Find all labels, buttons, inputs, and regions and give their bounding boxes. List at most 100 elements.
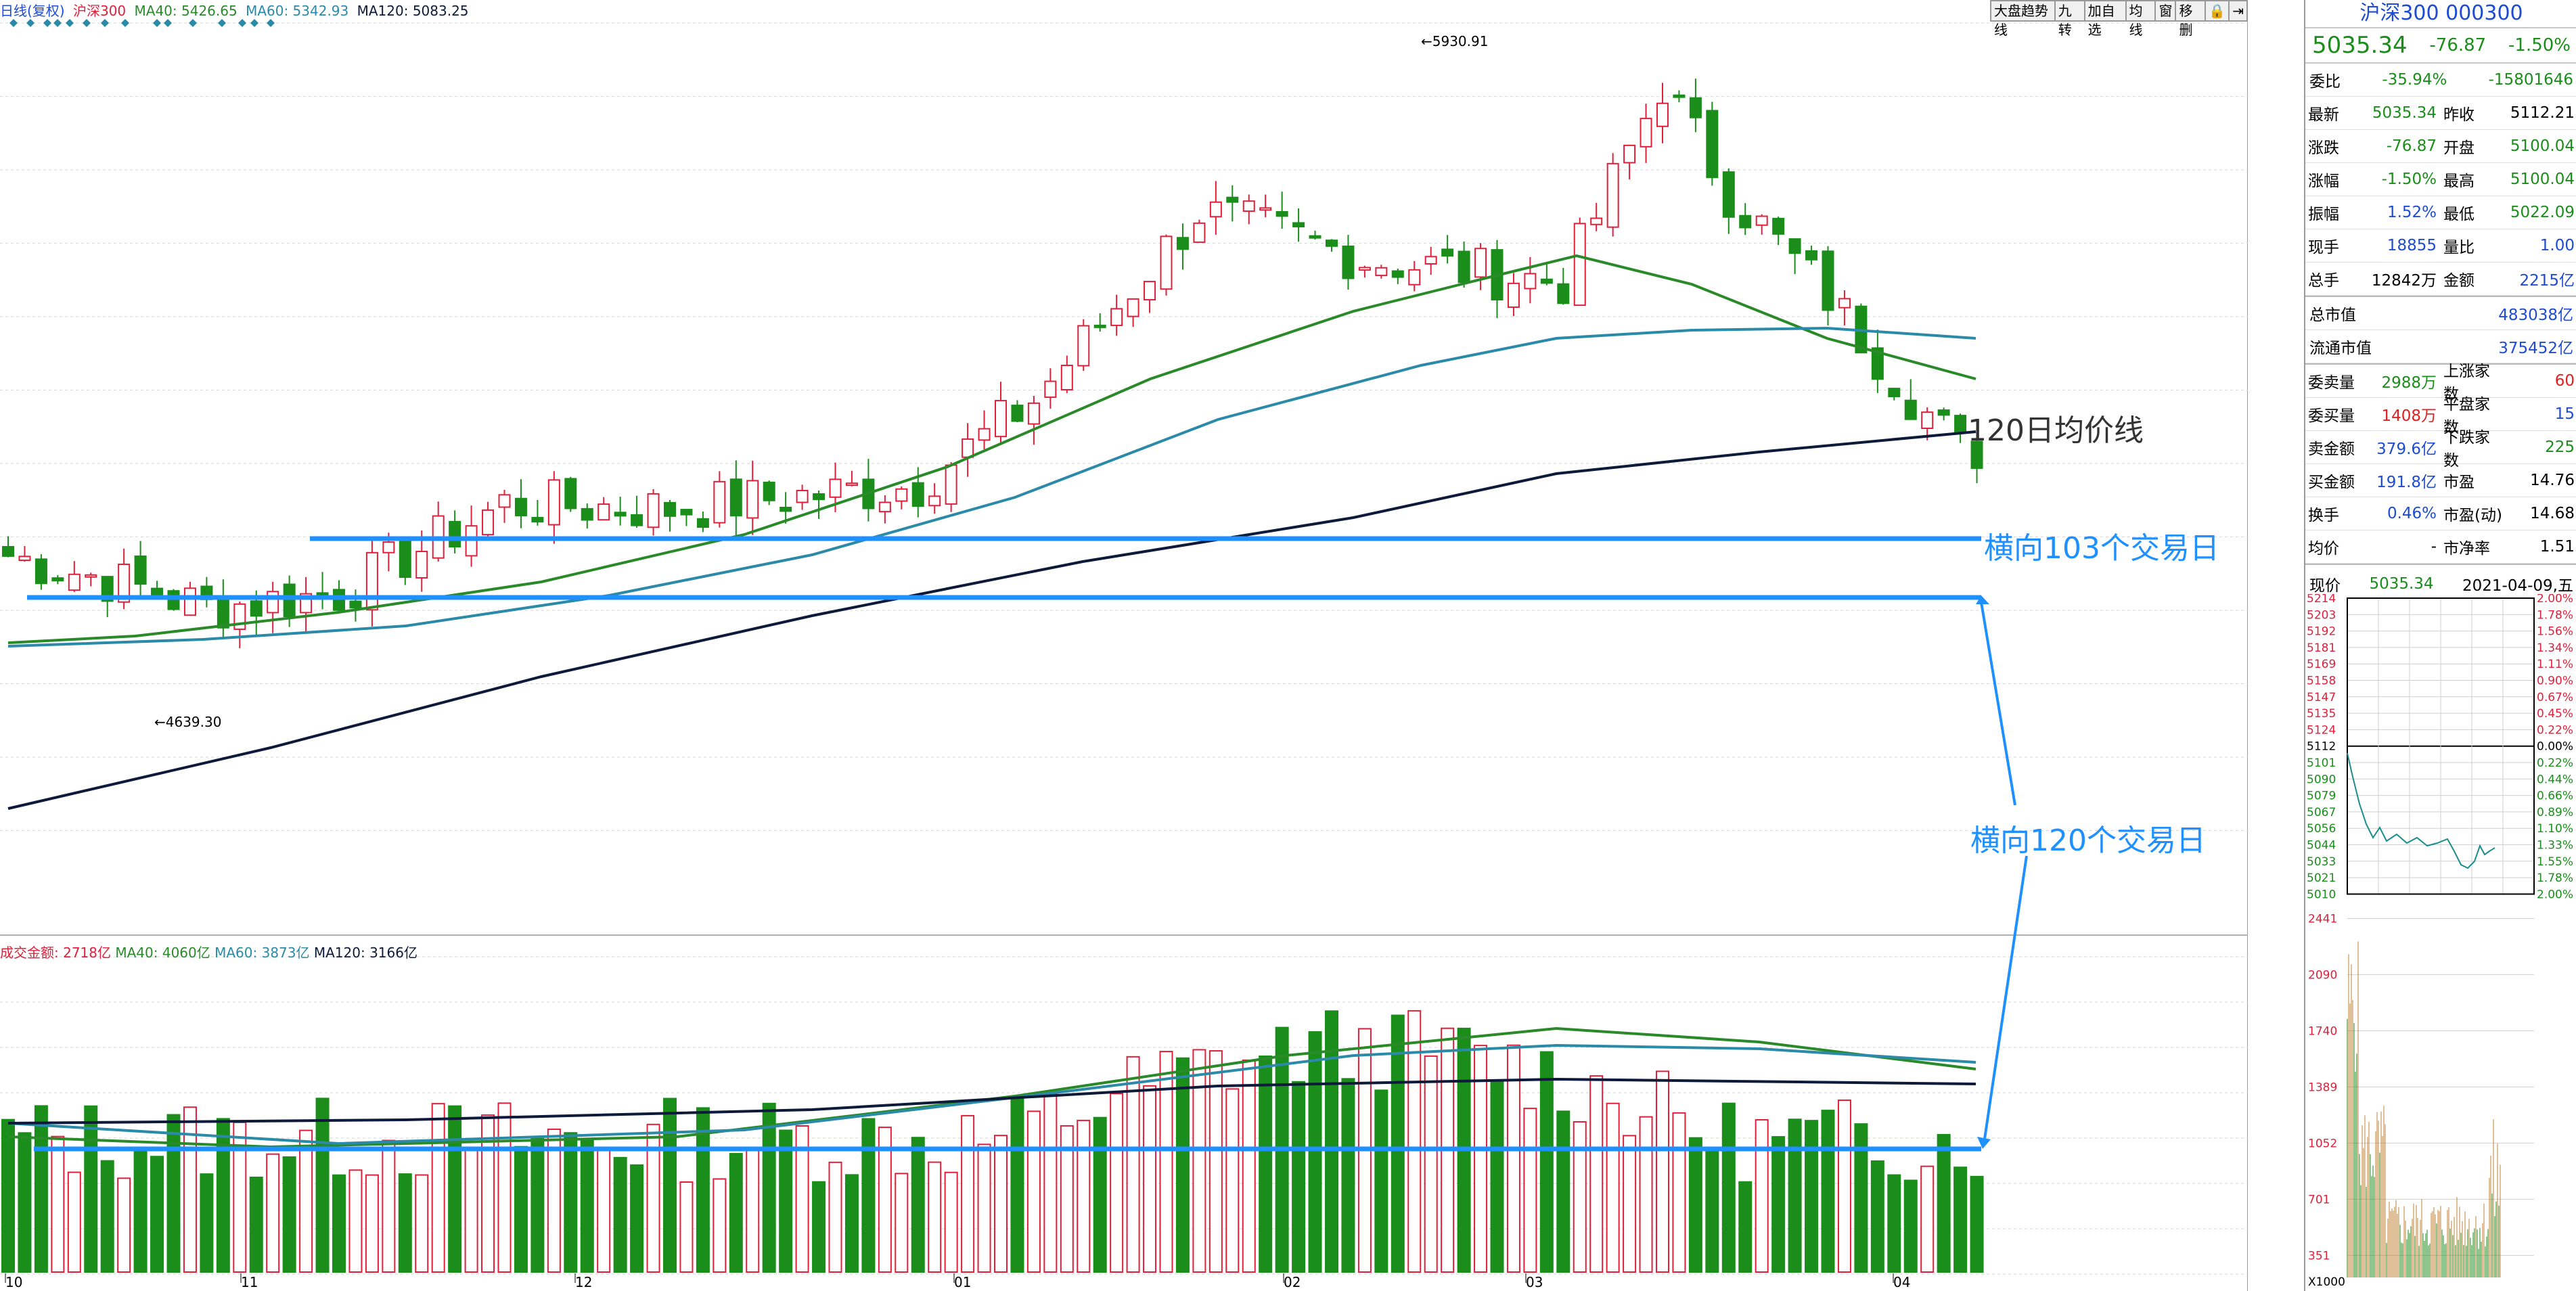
volume-bar [1623, 1135, 1637, 1273]
candle-body [333, 589, 345, 611]
signal-marker [153, 19, 161, 27]
candle-body [531, 516, 544, 523]
candle-body [1209, 201, 1222, 218]
kline-chart[interactable]: 5979582356685512535752015046489047354579… [0, 0, 2248, 1291]
signal-marker [26, 19, 35, 27]
volume-bar [133, 1146, 148, 1273]
volume-bar [365, 1174, 379, 1273]
candle-body [1292, 222, 1305, 228]
candle-body [1242, 200, 1255, 212]
volume-bar [1043, 1093, 1058, 1273]
candle-body [1226, 196, 1239, 203]
candle-body [1408, 269, 1421, 286]
volume-bar [1341, 1078, 1355, 1273]
quote-row: 换手 0.46% 市盈(动) 14.68 [2305, 497, 2576, 530]
delete-button[interactable]: 移删 [2175, 0, 2207, 38]
ma120-label: MA120: 5083.25 [357, 3, 469, 19]
vol-ma60-label: MA60: 3873亿 [214, 945, 310, 961]
mini-pct-label: 2.00% [2537, 594, 2573, 606]
mini-vol-label: 2441 [2308, 912, 2337, 926]
quote-title[interactable]: 沪深300 000300 [2305, 0, 2576, 28]
mini-pct-label: 0.66% [2537, 790, 2573, 803]
intraday-chart[interactable]: 5214 2.00% 5203 1.78% 5192 1.56% 5181 1.34% 5169… [2305, 594, 2576, 1291]
candle-body [696, 518, 709, 528]
add-watchlist-button[interactable]: 加自选 [2083, 0, 2127, 38]
market-cap-label: 总市值 [2309, 307, 2356, 324]
quote-value: 1.51 [2539, 538, 2575, 556]
volume-bar [547, 1128, 561, 1273]
mini-pct-label: 0.45% [2537, 707, 2573, 721]
symbol-label: 沪深300 [72, 3, 127, 19]
vol-ma40-label: MA40: 4060亿 [115, 945, 210, 961]
float-cap-label: 流通市值 [2309, 340, 2372, 357]
mini-pct-label: 0.89% [2537, 806, 2573, 819]
lock-icon[interactable]: 🔒 [2205, 0, 2230, 22]
candle-body [1027, 402, 1040, 425]
mini-vol-label: 351 [2308, 1249, 2330, 1263]
volume-bar [382, 1139, 396, 1273]
candle-body [1441, 248, 1454, 257]
volume-bar [530, 1137, 545, 1273]
volume-bar [1738, 1181, 1753, 1273]
volume-bar [67, 1171, 81, 1273]
quote-value: 5035.34 [2372, 104, 2437, 122]
volume-bar [1093, 1116, 1107, 1273]
mini-price-label: 5101 [2307, 756, 2336, 770]
period-label[interactable]: 日线(复权) [0, 3, 65, 19]
volume-bar [1242, 1059, 1256, 1273]
month-label: 04 [1893, 1274, 1910, 1290]
volume-bar [249, 1176, 263, 1273]
candle-body [349, 600, 362, 609]
volume-bar [944, 1171, 958, 1273]
volume-bar [630, 1164, 644, 1273]
candle-body [1093, 324, 1106, 328]
candle-body [1259, 207, 1272, 211]
candle-body [1689, 97, 1702, 118]
volume-bar [1474, 1045, 1488, 1273]
mini-price-label: 5203 [2307, 608, 2336, 622]
volume-bar [878, 1127, 892, 1273]
volume-bar [481, 1114, 495, 1273]
volume-bar [1159, 1051, 1173, 1273]
quote-value: 1.00 [2539, 237, 2575, 254]
price-change-pct: -1.50% [2508, 35, 2571, 55]
ma-button[interactable]: 均线 [2125, 0, 2156, 38]
trendline-button[interactable]: 大盘趋势线 [1990, 0, 2056, 38]
candle-body [1954, 415, 1967, 434]
mini-pct-label: 1.78% [2537, 871, 2573, 885]
kline-chart-area[interactable]: 5979582356685512535752015046489047354579… [0, 0, 2249, 1291]
quote-label: 开盘 [2443, 139, 2475, 157]
volume-bar [315, 1097, 330, 1273]
quote-row: 现手 18855 量比 1.00 [2305, 229, 2576, 263]
candle-body [399, 537, 411, 579]
current-value: 5035.34 [2369, 575, 2434, 593]
volume-bar [1225, 1088, 1240, 1273]
candle-body [449, 520, 461, 548]
mini-pct-label: 1.33% [2537, 839, 2573, 853]
mini-pct-label: 0.44% [2537, 773, 2573, 786]
volume-bar [84, 1105, 98, 1273]
window-button[interactable]: 窗 [2154, 0, 2177, 22]
signal-marker [83, 19, 91, 27]
candle-body [1788, 238, 1801, 254]
candle-body [1424, 256, 1437, 265]
candle-body [763, 481, 775, 501]
quote-main: 5035.34 -76.87 -1.50% [2305, 28, 2576, 64]
quote-row: 涨跌 -76.87 开盘 5100.04 [2305, 130, 2576, 163]
expand-icon[interactable]: ⇥ [2228, 0, 2249, 22]
candle-body [217, 597, 229, 629]
quote-value: 225 [2545, 438, 2575, 456]
quote-value: 60 [2554, 372, 2575, 390]
quote-row: 振幅 1.52% 最低 5022.09 [2305, 196, 2576, 229]
mini-price-label: 5181 [2307, 641, 2336, 655]
volume-bar [1656, 1070, 1669, 1273]
candle-body [1326, 240, 1338, 247]
volume-bar [1407, 1010, 1422, 1273]
volume-bar [1374, 1089, 1388, 1273]
candle-body [1888, 388, 1901, 397]
nine-turn-button[interactable]: 九转 [2054, 0, 2085, 38]
volume-bar [844, 1174, 859, 1273]
candle-body [1358, 267, 1371, 271]
ma40-label: MA40: 5426.65 [134, 3, 238, 19]
candle-body [597, 503, 610, 521]
